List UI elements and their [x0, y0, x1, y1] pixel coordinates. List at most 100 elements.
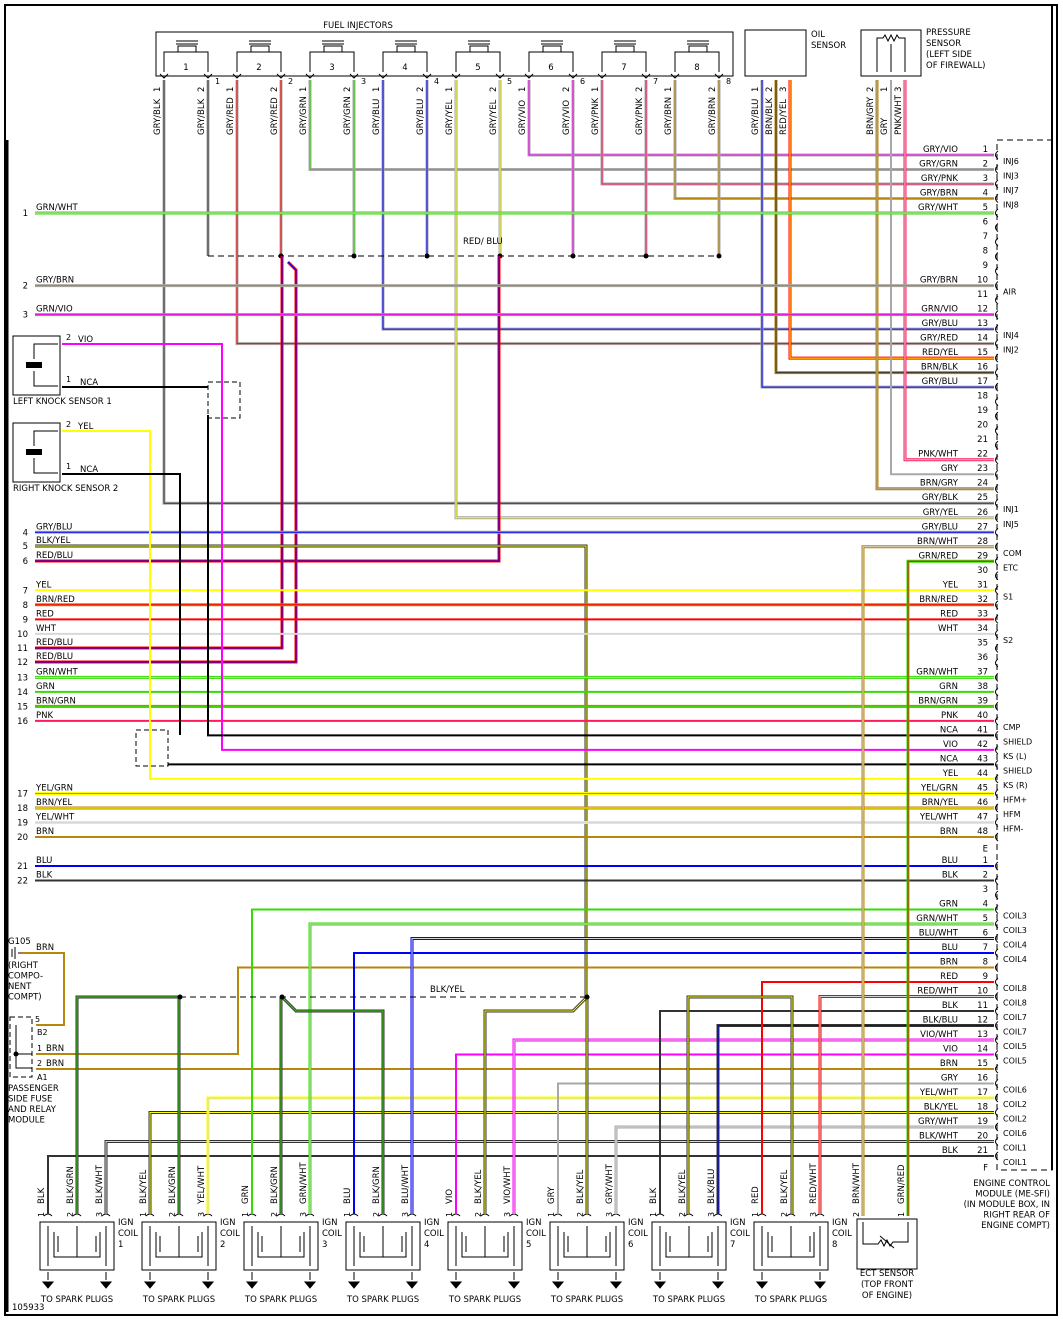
injector-wire-label: GRY/VIO — [518, 100, 528, 135]
oil-sensor-wire-label: BRN/BLK — [765, 97, 775, 135]
spark-plug-output-icon — [405, 1272, 419, 1289]
ecm-pin-connector — [995, 281, 999, 290]
pressure-sensor-wire-label: BRN/GRY — [866, 96, 876, 135]
ecm-pin-wire-label: BLK — [942, 1001, 959, 1011]
ecm-pin-function: S1 — [1003, 592, 1013, 601]
injector-connector-number: 7 — [653, 77, 658, 86]
injector-pin-number: 1 — [153, 87, 163, 92]
knock-sensor-box — [12, 335, 61, 396]
wire-stripe — [862, 546, 994, 1216]
ecm-connector-id: F — [983, 1164, 988, 1174]
fuse-connector-id: B2 — [37, 1028, 48, 1037]
fuel-injector-8 — [674, 40, 720, 72]
fuse-module-name: SIDE FUSE — [8, 1095, 52, 1105]
pin-connector — [451, 73, 461, 79]
coil-label: IGN — [526, 1218, 541, 1228]
knock-sensor-element-icon — [26, 362, 42, 368]
knock-sensor-name: RIGHT KNOCK SENSOR 2 — [13, 484, 118, 494]
injector-pin-number: 1 — [299, 87, 309, 92]
ecm-pin-function: COIL1 — [1003, 1158, 1027, 1167]
ecm-pin-wire-label: YEL — [942, 580, 959, 590]
ecm-name: ENGINE CONTROL — [973, 1179, 1050, 1189]
ecm-pin-function: KS (L) — [1003, 752, 1027, 761]
injector-wire-label: GRY/YEL — [445, 99, 455, 135]
injector-connector-number: 6 — [580, 77, 585, 86]
ecm-pin-connector — [995, 1006, 999, 1016]
injector-connector-number: 8 — [726, 77, 731, 86]
pin-connector — [349, 73, 359, 79]
coil-windings-icon — [761, 1226, 821, 1266]
ecm-pin-function: KS (R) — [1003, 781, 1028, 790]
left-wire-number: 16 — [17, 717, 28, 727]
to-spark-plugs-label: TO SPARK PLUGS — [550, 1295, 623, 1305]
ecm-pin-number: 1 — [983, 856, 988, 866]
ecm-pin-wire-label: RED/YEL — [922, 348, 958, 358]
ecm-pin-connector — [995, 179, 999, 189]
pin-connector — [422, 73, 432, 79]
ecm-pin-function: INJ6 — [1003, 157, 1019, 166]
ecm-pin-number: 12 — [977, 305, 988, 315]
wire-stripe — [35, 261, 297, 663]
injector-winding — [528, 51, 574, 72]
coil-pin-number: 2 — [576, 1212, 585, 1217]
ecm-pin-wire-label: BRN — [940, 958, 958, 968]
pin-connector — [232, 73, 242, 79]
ecm-pin-wire-label: BLK — [942, 1146, 959, 1156]
injector-wire-label: GRY/VIO — [562, 100, 572, 135]
left-wire-label: GRN — [36, 682, 55, 692]
ecm-pin-number: 19 — [977, 406, 988, 416]
injector-coil-icon — [395, 40, 417, 52]
splice-dot — [177, 994, 183, 1000]
left-wire-label: GRY/BLU — [36, 522, 72, 532]
injector-coil-icon — [322, 40, 344, 52]
ecm-connector-id: E — [983, 844, 988, 854]
ecm-pin-wire-label: YEL/WHT — [919, 1088, 959, 1098]
spark-plug-output-icon — [813, 1272, 827, 1289]
left-wire-label: RED — [36, 609, 54, 619]
ecm-pin-connector — [995, 194, 999, 203]
coil-box — [345, 1221, 421, 1271]
ecm-pin-connector — [995, 600, 999, 610]
coil-windings-icon — [47, 1226, 107, 1266]
ecm-pin-wire-label: BRN/WHT — [917, 537, 959, 547]
wire-base — [207, 415, 994, 737]
ecm-pin-number: 27 — [977, 522, 988, 532]
coil-7-pin3-wire — [716, 1024, 994, 1214]
coil-8-pin3-wire — [818, 995, 994, 1214]
ecm-pin-number: 23 — [977, 464, 988, 474]
red-blu-feed-wire — [35, 256, 501, 563]
ect-sensor-name: ECT SENSOR — [860, 1269, 914, 1279]
potentiometer-icon — [876, 33, 906, 72]
ecm-pin-function: ETC — [1003, 563, 1018, 572]
ecm-pin-function: COM — [1003, 549, 1022, 558]
injector-pin-number: 2 — [197, 87, 207, 92]
knock-pin-number: 2 — [66, 420, 71, 429]
coil-windings-icon — [455, 1226, 515, 1266]
fuel-injector-5 — [455, 40, 501, 72]
knock-wire-label: VIO — [78, 335, 93, 345]
ect-sensor-wire — [906, 559, 994, 1216]
to-spark-plugs-label: TO SPARK PLUGS — [142, 1295, 215, 1305]
oil-sensor-pin-number: 1 — [751, 87, 761, 92]
ecm-pin-number: 36 — [977, 653, 988, 663]
injector-winding — [163, 51, 209, 72]
wire-base — [75, 995, 180, 1214]
ecm-pin-connector — [995, 411, 999, 421]
wire-base — [62, 343, 994, 751]
ecm-pin-function: INJ3 — [1003, 172, 1019, 181]
ecm-pin-wire-label: GRY/BLU — [922, 377, 958, 387]
ecm-pin-number: 9 — [983, 261, 988, 271]
ecm-pin-wire-label: GRY/BRN — [920, 189, 958, 199]
injector-coil-icon — [468, 40, 490, 52]
left-wire-number: 12 — [17, 658, 28, 668]
wire-stripe — [207, 1097, 994, 1214]
wire-base — [251, 908, 994, 1214]
power-wire-f8 — [36, 966, 994, 1055]
ecm-pin-wire-label: WHT — [938, 624, 959, 634]
ecm-pin-connector — [995, 876, 999, 885]
ecm-pin-wire-label: GRY/BLU — [922, 522, 958, 532]
pressure-sensor-label: SENSOR — [926, 39, 961, 49]
left-wire-number: 13 — [17, 673, 28, 683]
ecm-pin-connector — [995, 1108, 999, 1117]
